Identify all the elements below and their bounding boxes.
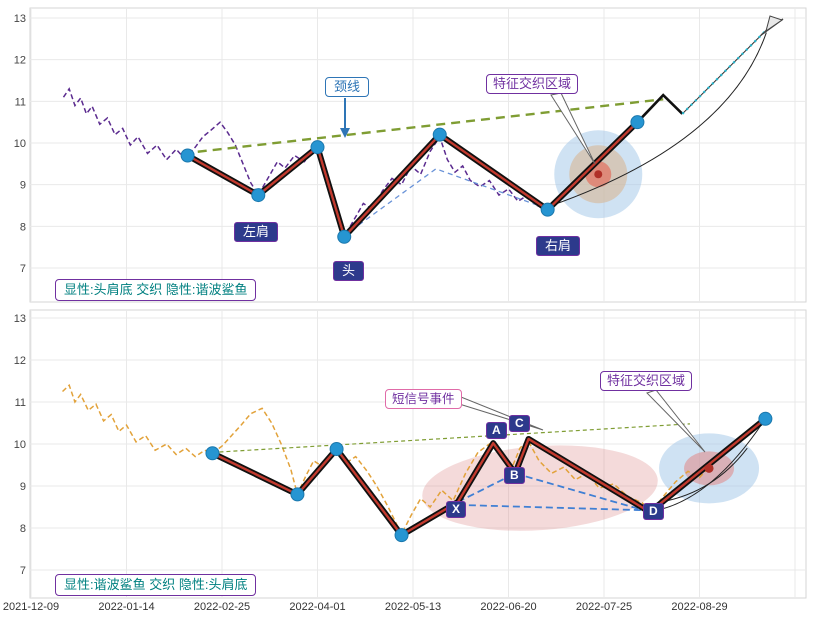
x-tick-label: 2022-05-13: [385, 601, 441, 613]
shark-point-c-label: C: [509, 415, 530, 432]
x-tick-label: 2021-12-09: [3, 601, 59, 613]
x-tick-label: 2022-06-20: [480, 601, 536, 613]
caption-top: 显性:头肩底 交织 隐性:谐波鲨鱼: [55, 279, 257, 301]
pattern-point-dot: [290, 487, 305, 502]
caption-bottom: 显性:谐波鲨鱼 交织 隐性:头肩底: [55, 574, 257, 596]
shark-point-a-label: A: [486, 422, 507, 439]
y-tick-label: 8: [20, 221, 26, 233]
x-tick-label: 2022-07-25: [576, 601, 632, 613]
pattern-point-dot: [540, 202, 555, 217]
shark-pattern-core: [211, 417, 767, 537]
y-tick-label: 7: [20, 565, 26, 577]
short-signal-label: 短信号事件: [385, 389, 462, 409]
target-center-dot: [594, 170, 603, 179]
y-tick-label: 12: [14, 355, 26, 367]
target-center-dot: [704, 463, 714, 473]
neckline-line: [182, 98, 664, 155]
feature-zone-label-bottom: 特征交织区域: [600, 371, 693, 391]
y-tick-label: 10: [14, 138, 26, 150]
neckline-label: 颈线: [325, 77, 370, 97]
y-tick-label: 7: [20, 263, 26, 275]
pattern-point-dot: [630, 115, 645, 130]
pattern-point-dot: [329, 442, 344, 457]
right-shoulder-label: 右肩: [536, 236, 581, 256]
feature-zone-label-top: 特征交织区域: [486, 74, 579, 94]
trend-line: [212, 423, 690, 453]
projection-curve: [551, 32, 767, 206]
pattern-point-dot: [180, 148, 195, 163]
shark-leg-xd: [457, 504, 650, 512]
y-tick-label: 13: [14, 13, 26, 25]
y-tick-label: 11: [15, 397, 26, 409]
y-tick-label: 13: [14, 313, 26, 325]
x-tick-label: 2022-01-14: [98, 601, 154, 613]
y-tick-label: 12: [14, 55, 26, 67]
post-breakout-zigzag: [636, 93, 684, 124]
price-line: [62, 383, 710, 536]
target-arc-2: [661, 447, 748, 503]
x-tick-label: 2022-08-29: [671, 601, 727, 613]
pattern-point-dot: [432, 127, 447, 142]
callout-arrow-icon: [550, 92, 596, 165]
y-tick-label: 8: [20, 523, 26, 535]
neckline-arrow-head-icon: [340, 128, 350, 138]
shark-point-x-label: X: [446, 501, 467, 518]
callout-arrow-icon: [646, 389, 706, 453]
head-label: 头: [333, 261, 365, 281]
pattern-point-dot: [310, 140, 325, 155]
y-tick-label: 10: [14, 439, 26, 451]
shark-point-d-label: D: [643, 503, 664, 520]
left-shoulder-label: 左肩: [234, 222, 279, 242]
shark-leg-bd: [514, 472, 651, 513]
pattern-point-dot: [394, 528, 409, 543]
y-tick-label: 11: [15, 96, 26, 108]
hidden-shark-line: [343, 168, 548, 237]
y-tick-label: 9: [20, 481, 26, 493]
pattern-point-dot: [205, 446, 220, 461]
price-line: [62, 87, 548, 239]
projection-line-dotted: [681, 26, 770, 115]
pattern-point-dot: [337, 229, 352, 244]
x-tick-label: 2022-02-25: [194, 601, 250, 613]
y-tick-label: 9: [20, 180, 26, 192]
pattern-point-dot: [251, 188, 266, 203]
x-tick-label: 2022-04-01: [289, 601, 345, 613]
pattern-point-dot: [758, 411, 773, 426]
flag-icon: [765, 15, 784, 33]
shark-point-b-label: B: [504, 467, 525, 484]
